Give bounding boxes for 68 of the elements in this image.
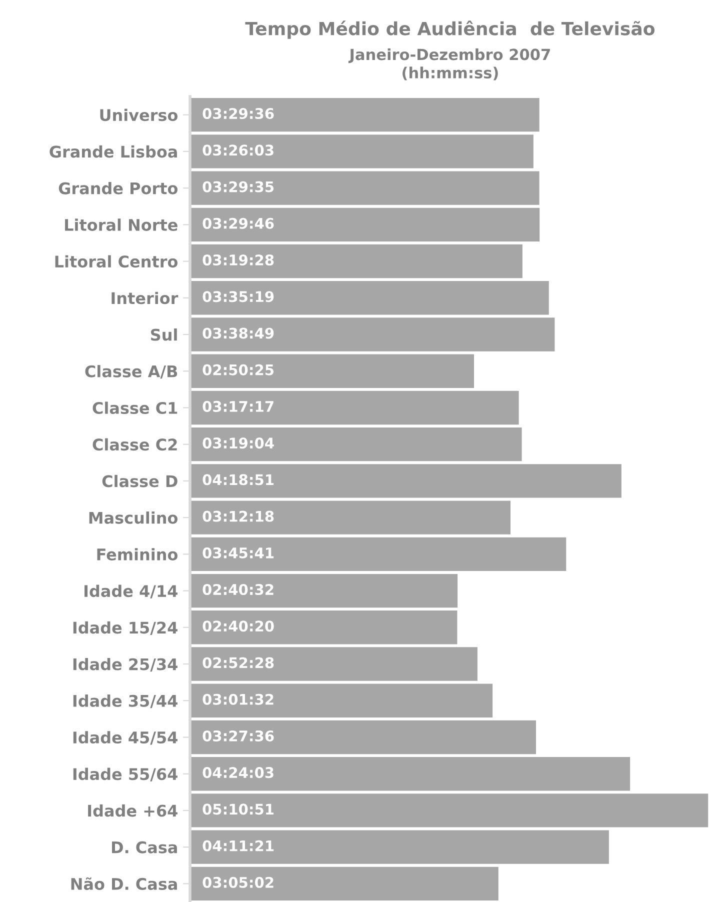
- data-label: 04:18:51: [202, 474, 274, 486]
- data-label: 03:29:46: [202, 218, 274, 229]
- bar: [190, 464, 622, 498]
- y-tick-label: Idade 4/14: [84, 584, 178, 598]
- data-label: 03:12:18: [202, 510, 274, 522]
- y-tick-label: Universo: [100, 108, 178, 122]
- y-tick-label: Idade 25/34: [73, 658, 178, 672]
- data-label: 03:17:17: [202, 400, 274, 412]
- bar: [190, 171, 540, 205]
- data-label: 03:38:49: [202, 328, 274, 339]
- bar: [190, 537, 566, 572]
- y-tick-label: D. Casa: [112, 841, 177, 854]
- bar: [190, 98, 540, 132]
- bar: [190, 318, 555, 352]
- y-tick-label: Classe D: [102, 474, 178, 488]
- y-tick-label: Interior: [112, 292, 178, 304]
- data-label: 02:40:32: [202, 584, 274, 596]
- y-tick-label: Idade 35/44: [73, 694, 178, 708]
- data-label: 03:35:19: [202, 291, 274, 302]
- bar: [190, 647, 478, 681]
- y-tick-label: Litoral Centro: [55, 255, 178, 268]
- bar: [190, 427, 522, 462]
- data-label: 03:29:36: [202, 108, 274, 120]
- bar: [190, 866, 498, 901]
- data-label: 04:24:03: [202, 767, 274, 778]
- data-label: 02:40:20: [202, 620, 274, 632]
- y-tick-label: Classe A/B: [85, 365, 178, 379]
- y-tick-label: Idade +64: [88, 804, 178, 817]
- bar: [190, 757, 630, 791]
- y-tick-label: Masculino: [89, 511, 178, 524]
- bar: [190, 208, 540, 242]
- data-label: 02:50:25: [202, 364, 274, 376]
- y-tick-label: Idade 15/24: [73, 621, 178, 635]
- y-tick-label: Idade 55/64: [73, 768, 178, 782]
- bar: [190, 574, 458, 608]
- y-tick-label: Sul: [151, 328, 177, 341]
- data-label: 03:05:02: [202, 876, 274, 888]
- bar: [190, 354, 474, 388]
- y-tick-label: Litoral Norte: [65, 218, 178, 231]
- data-label: 05:10:51: [202, 804, 274, 815]
- y-tick-label: Grande Lisboa: [50, 145, 177, 158]
- y-tick-label: Grande Porto: [58, 182, 178, 194]
- bar: [190, 794, 708, 828]
- bar: [190, 610, 458, 644]
- data-label: 03:45:41: [202, 547, 274, 558]
- bar: [190, 720, 536, 754]
- bar: [190, 281, 549, 315]
- chart-subtitle: Janeiro-Dezembro 2007 (hh:mm:ss): [348, 48, 550, 80]
- bar: [190, 134, 534, 168]
- bar: [190, 244, 522, 278]
- data-label: 03:19:04: [202, 438, 274, 449]
- y-tick-label: Classe C1: [92, 402, 178, 414]
- bar: [190, 830, 609, 864]
- bar: [190, 390, 519, 425]
- data-label: 03:19:28: [202, 254, 274, 266]
- bar: [190, 500, 511, 534]
- y-tick-label: Idade 45/54: [73, 731, 178, 745]
- data-label: 03:29:35: [202, 181, 274, 192]
- y-tick-label: Feminino: [97, 548, 178, 560]
- y-tick-label: Não D. Casa: [71, 877, 177, 890]
- data-label: 03:01:32: [202, 694, 274, 705]
- data-label: 02:52:28: [202, 657, 274, 668]
- bar: [190, 684, 493, 718]
- data-label: 03:26:03: [202, 144, 274, 156]
- y-tick-label: Classe C2: [92, 438, 177, 451]
- data-label: 03:27:36: [202, 730, 274, 742]
- data-label: 04:11:21: [202, 840, 274, 852]
- chart-title: Tempo Médio de Audiência de Televisão: [245, 20, 654, 39]
